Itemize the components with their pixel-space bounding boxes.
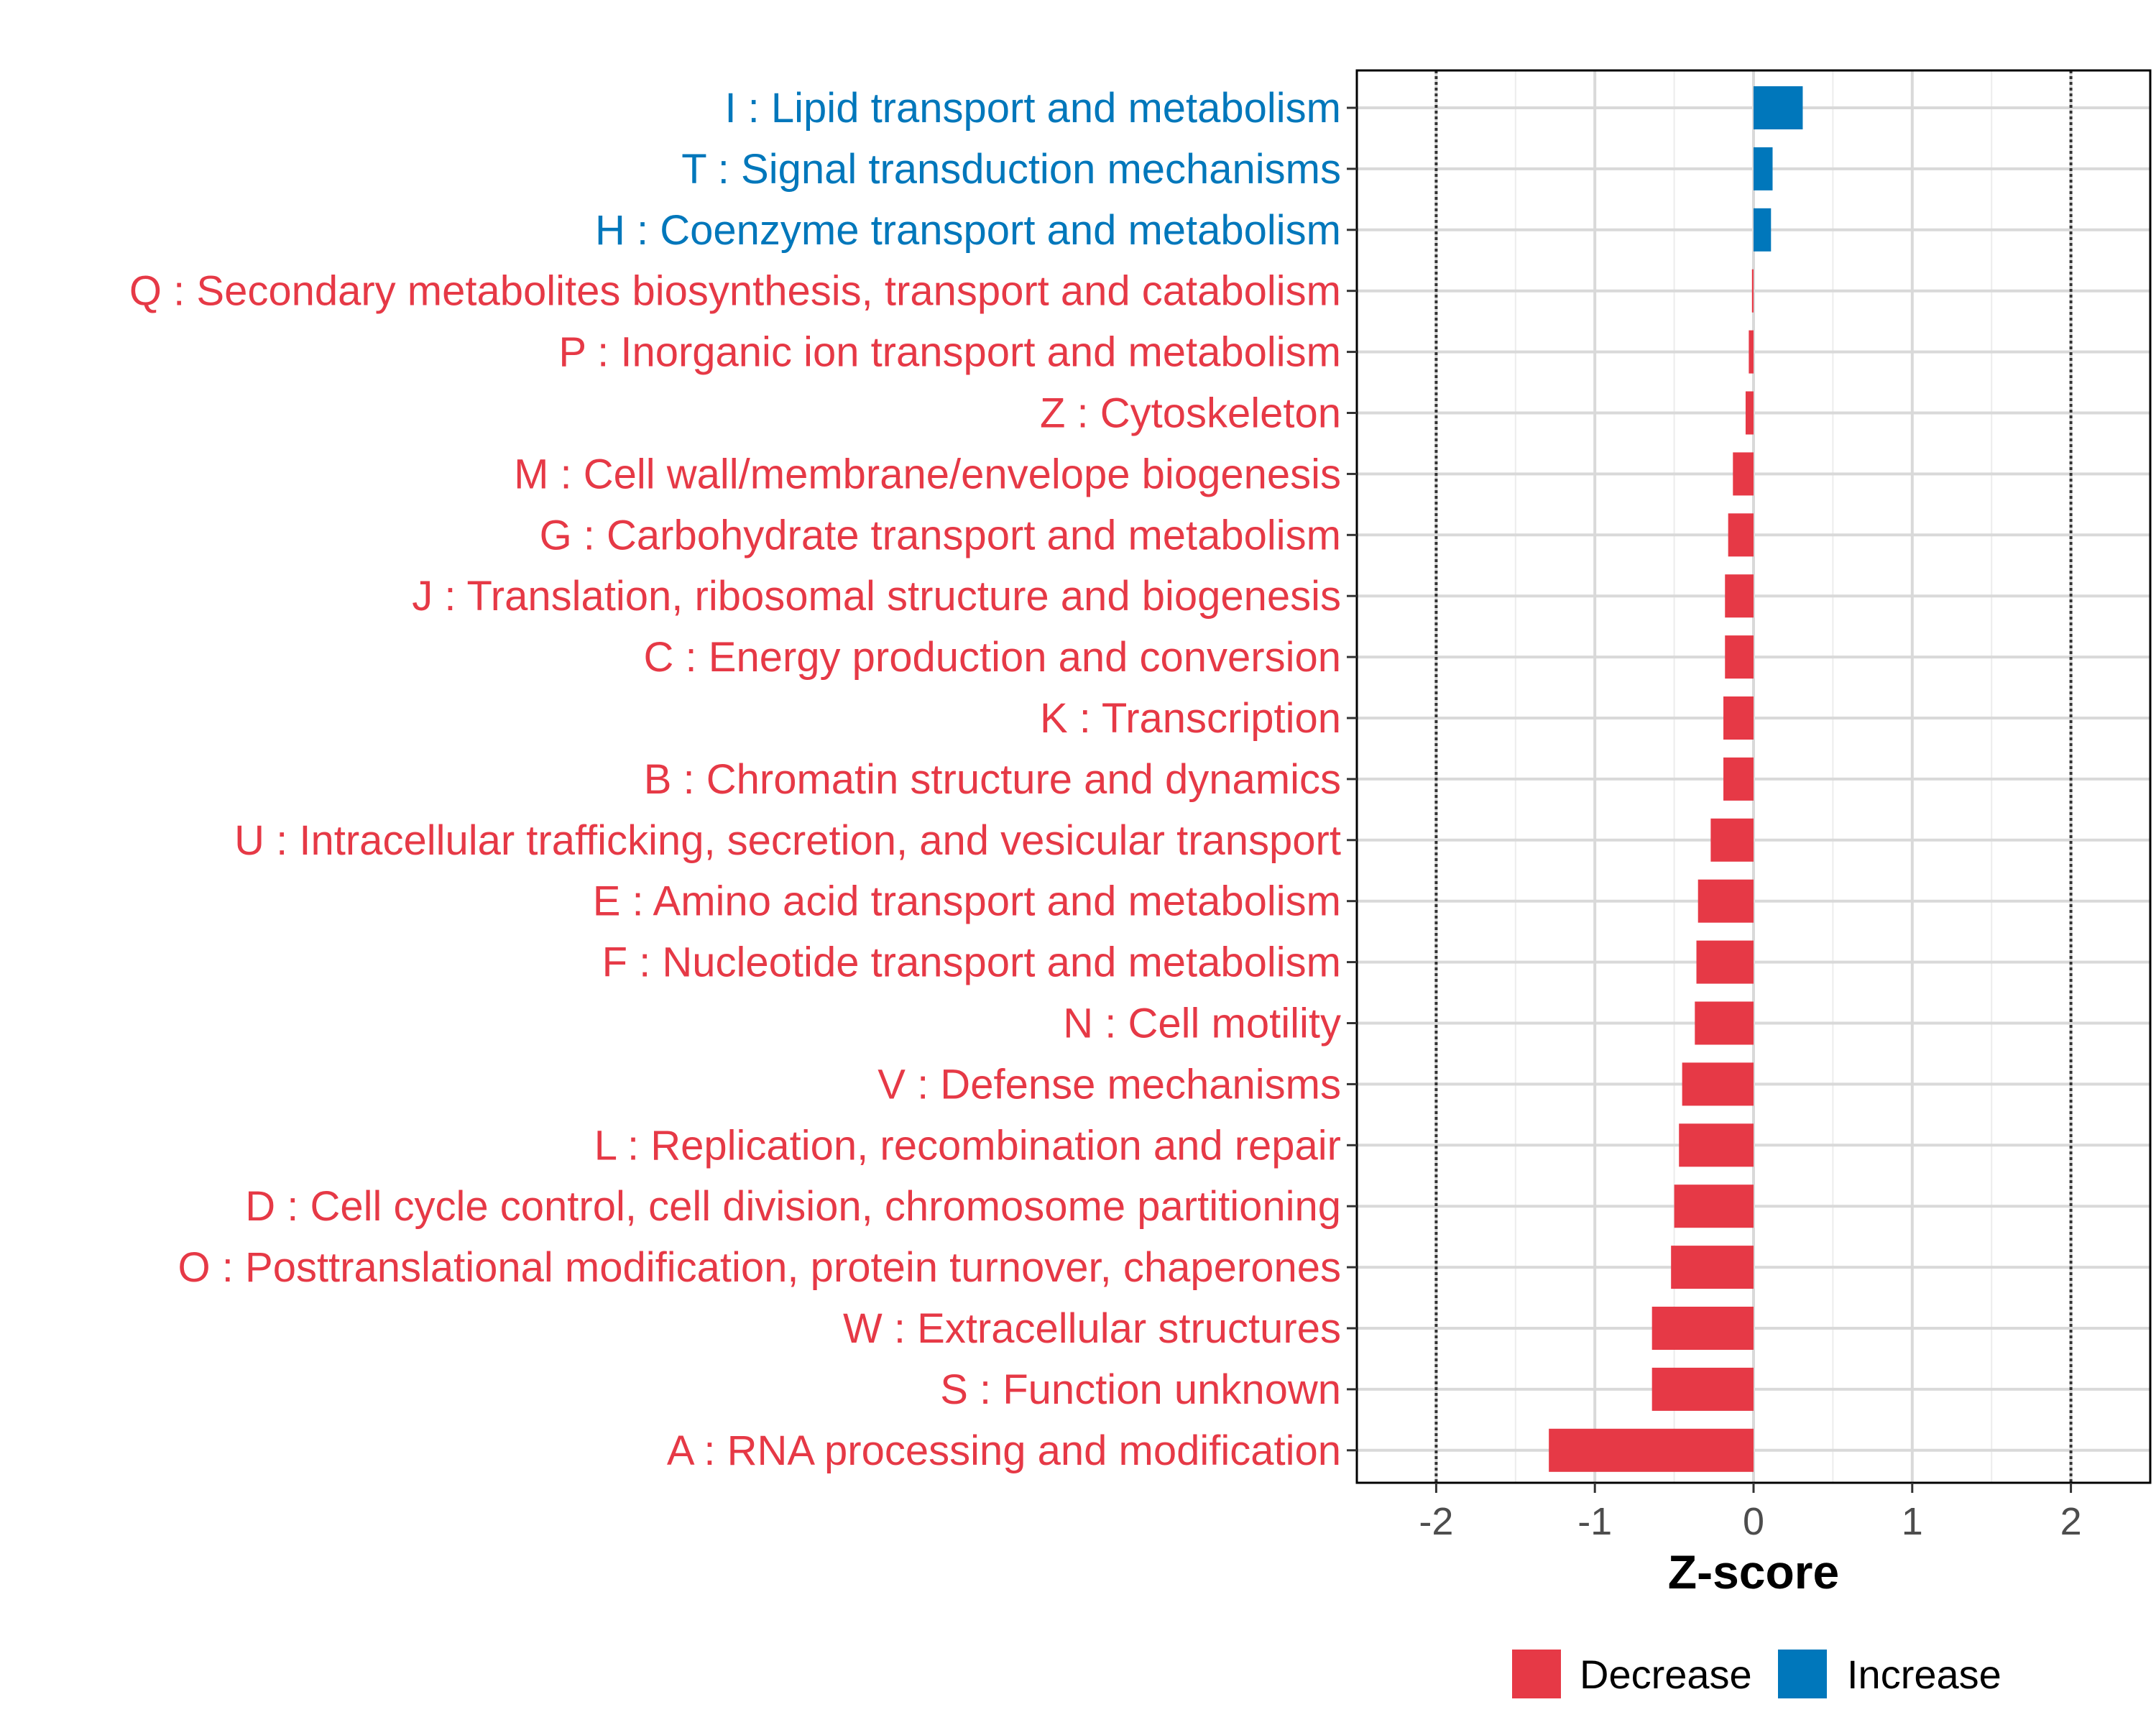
bar bbox=[1695, 1001, 1754, 1045]
category-label: K : Transcription bbox=[1040, 695, 1341, 742]
bar bbox=[1671, 1246, 1754, 1289]
legend: Decrease Increase bbox=[1512, 1650, 2001, 1698]
x-axis-ticks bbox=[1434, 1483, 2073, 1493]
bar bbox=[1723, 696, 1754, 740]
category-label: M : Cell wall/membrane/envelope biogenes… bbox=[514, 451, 1341, 497]
bar bbox=[1682, 1062, 1754, 1106]
y-axis-ticks bbox=[1347, 106, 1357, 1452]
bar bbox=[1745, 391, 1754, 435]
category-label: C : Energy production and conversion bbox=[644, 634, 1341, 681]
legend-swatch-decrease bbox=[1512, 1650, 1561, 1698]
bar bbox=[1754, 147, 1773, 190]
category-label: I : Lipid transport and metabolism bbox=[724, 85, 1341, 132]
category-label: O : Posttranslational modification, prot… bbox=[178, 1244, 1341, 1291]
category-label: Q : Secondary metabolites biosynthesis, … bbox=[129, 268, 1341, 315]
category-label: J : Translation, ribosomal structure and… bbox=[412, 573, 1341, 620]
category-label: W : Extracellular structures bbox=[843, 1305, 1341, 1352]
x-tick-label: 2 bbox=[2060, 1500, 2082, 1543]
category-label: L : Replication, recombination and repai… bbox=[594, 1122, 1341, 1169]
category-label: N : Cell motility bbox=[1063, 1000, 1341, 1047]
bar bbox=[1749, 330, 1754, 374]
x-tick-label: -2 bbox=[1419, 1500, 1453, 1543]
bar bbox=[1725, 635, 1754, 679]
category-label: B : Chromatin structure and dynamics bbox=[644, 756, 1341, 803]
bar bbox=[1651, 1367, 1754, 1411]
bar bbox=[1728, 513, 1754, 557]
x-tick-label: -1 bbox=[1577, 1500, 1612, 1543]
bar bbox=[1725, 574, 1754, 618]
x-tick-label: 0 bbox=[1743, 1500, 1764, 1543]
bar bbox=[1754, 208, 1772, 252]
bar bbox=[1679, 1123, 1754, 1167]
bar bbox=[1723, 757, 1754, 801]
x-axis-tick-labels: -2 -1 0 1 2 bbox=[1419, 1500, 2081, 1543]
bar bbox=[1651, 1307, 1754, 1350]
legend-swatch-increase bbox=[1778, 1650, 1827, 1698]
category-label: S : Function unknown bbox=[940, 1366, 1341, 1413]
category-label: F : Nucleotide transport and metabolism bbox=[602, 939, 1341, 986]
category-label: H : Coenzyme transport and metabolism bbox=[595, 207, 1341, 254]
category-label: A : RNA processing and modification bbox=[667, 1427, 1341, 1474]
bar bbox=[1697, 879, 1754, 923]
category-label: P : Inorganic ion transport and metaboli… bbox=[558, 329, 1341, 376]
bar bbox=[1549, 1428, 1754, 1472]
bars bbox=[1549, 86, 1803, 1472]
bar bbox=[1754, 86, 1803, 129]
x-tick-label: 1 bbox=[1902, 1500, 1923, 1543]
x-axis-title: Z-score bbox=[1668, 1545, 1839, 1598]
category-labels: I : Lipid transport and metabolism T : Si… bbox=[129, 85, 1341, 1474]
legend-label-increase: Increase bbox=[1847, 1652, 2001, 1697]
category-label: Z : Cytoskeleton bbox=[1040, 390, 1341, 437]
category-label: D : Cell cycle control, cell division, c… bbox=[245, 1183, 1341, 1230]
legend-label-decrease: Decrease bbox=[1580, 1652, 1752, 1697]
category-label: E : Amino acid transport and metabolism bbox=[593, 878, 1341, 925]
bar bbox=[1710, 818, 1754, 862]
category-label: V : Defense mechanisms bbox=[877, 1061, 1341, 1108]
bar bbox=[1751, 269, 1754, 313]
bar bbox=[1733, 452, 1754, 496]
bar bbox=[1674, 1184, 1754, 1228]
category-label: G : Carbohydrate transport and metabolis… bbox=[540, 512, 1341, 558]
category-label: T : Signal transduction mechanisms bbox=[681, 146, 1341, 193]
bar bbox=[1696, 940, 1754, 984]
category-label: U : Intracellular trafficking, secretion… bbox=[234, 817, 1341, 864]
